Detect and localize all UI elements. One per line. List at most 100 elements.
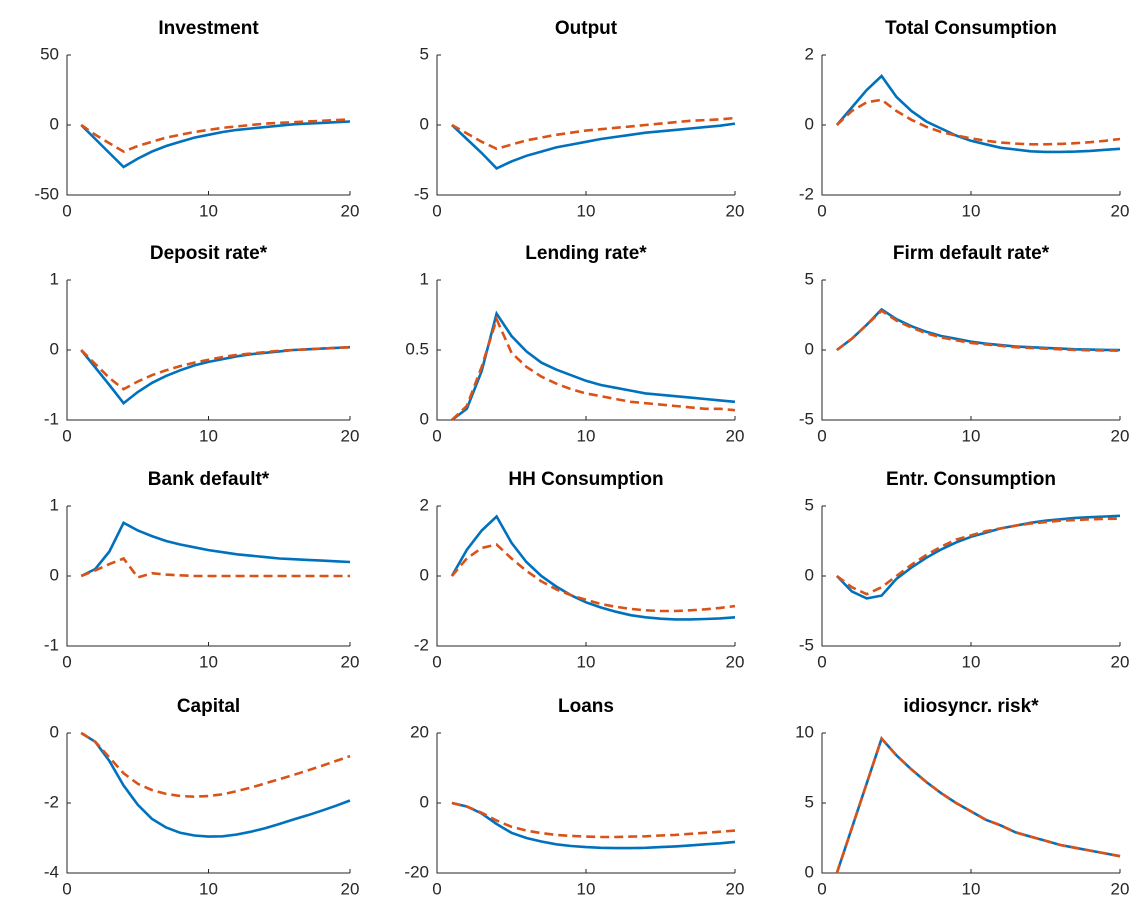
- x-tick-label: 20: [1111, 426, 1130, 445]
- y-tick-label: 0: [805, 565, 814, 584]
- series-line: [835, 736, 1121, 874]
- x-tick-label: 20: [726, 879, 745, 898]
- y-tick-label: 50: [40, 44, 59, 63]
- series-line: [836, 517, 1121, 596]
- chart-title: HH Consumption: [508, 469, 663, 490]
- chart-title: Loans: [558, 696, 614, 717]
- chart-title: Capital: [177, 696, 240, 717]
- x-tick-label: 20: [1111, 879, 1130, 898]
- axis-line: [821, 733, 1120, 874]
- y-tick-label: 20: [410, 722, 429, 741]
- series-line: [451, 116, 736, 151]
- x-tick-label: 10: [962, 879, 981, 898]
- x-tick-label: 0: [62, 426, 71, 445]
- y-tick-label: 0: [420, 409, 429, 428]
- y-tick-label: -2: [799, 184, 814, 203]
- x-tick-label: 20: [341, 426, 360, 445]
- y-tick-label: -2: [414, 635, 429, 654]
- series-line: [451, 315, 736, 421]
- x-tick-label: 0: [432, 426, 441, 445]
- x-tick-label: 20: [726, 652, 745, 671]
- x-tick-label: 20: [341, 879, 360, 898]
- series-line: [835, 736, 1121, 874]
- x-tick-label: 10: [577, 879, 596, 898]
- y-tick-label: 0: [805, 114, 814, 133]
- x-tick-label: 20: [1111, 652, 1130, 671]
- axis-line: [821, 506, 1120, 647]
- x-tick-label: 10: [962, 652, 981, 671]
- chart-title: Lending rate*: [525, 243, 647, 264]
- chart-title: Deposit rate*: [150, 243, 268, 264]
- series-line: [80, 521, 351, 578]
- y-tick-label: 5: [805, 495, 814, 514]
- axis-line: [66, 55, 350, 196]
- x-tick-label: 10: [577, 201, 596, 220]
- y-tick-label: -5: [799, 409, 814, 428]
- series-line: [451, 310, 736, 422]
- chart-title: Investment: [158, 18, 259, 39]
- chart-title: Firm default rate*: [893, 243, 1050, 264]
- y-tick-label: 1: [50, 495, 59, 514]
- y-tick-label: 0: [50, 565, 59, 584]
- chart-title: Total Consumption: [885, 18, 1057, 39]
- series-line: [451, 801, 736, 850]
- chart-title: Entr. Consumption: [886, 469, 1056, 490]
- axis-line: [66, 733, 350, 874]
- subplot: Capital -4 -2 0 0 10 20: [44, 696, 360, 898]
- x-tick-label: 0: [432, 652, 441, 671]
- x-tick-label: 0: [62, 879, 71, 898]
- x-tick-label: 0: [817, 201, 826, 220]
- y-tick-label: 0.5: [405, 339, 429, 358]
- y-tick-label: -20: [404, 862, 429, 881]
- x-tick-label: 0: [62, 201, 71, 220]
- y-tick-label: -1: [44, 635, 59, 654]
- axis-line: [821, 55, 1120, 196]
- series-line: [836, 307, 1121, 352]
- x-tick-label: 0: [62, 652, 71, 671]
- axis-line: [436, 506, 735, 647]
- y-tick-label: 0: [50, 339, 59, 358]
- axis-line: [436, 733, 735, 874]
- series-line: [835, 74, 1121, 154]
- y-tick-label: 10: [795, 722, 814, 741]
- series-line: [80, 118, 351, 154]
- y-tick-label: 0: [420, 792, 429, 811]
- x-tick-label: 20: [341, 652, 360, 671]
- series-line: [451, 801, 736, 839]
- x-tick-label: 20: [341, 201, 360, 220]
- y-tick-label: 0: [805, 862, 814, 881]
- axis-line: [436, 280, 735, 421]
- series-line: [835, 514, 1121, 600]
- series-line: [836, 309, 1121, 352]
- x-tick-label: 0: [817, 879, 826, 898]
- y-tick-label: -4: [44, 862, 59, 881]
- series-line: [80, 556, 350, 579]
- series-line: [450, 543, 736, 613]
- series-line: [451, 122, 736, 170]
- series-line: [80, 345, 351, 391]
- series-line: [836, 98, 1121, 146]
- series-line: [80, 120, 351, 169]
- x-tick-label: 10: [577, 652, 596, 671]
- y-tick-label: 5: [805, 792, 814, 811]
- x-tick-label: 0: [432, 201, 441, 220]
- y-tick-label: 1: [50, 269, 59, 288]
- x-tick-label: 20: [726, 426, 745, 445]
- y-tick-label: -2: [44, 792, 59, 811]
- y-tick-label: 0: [420, 565, 429, 584]
- x-tick-label: 10: [199, 201, 218, 220]
- y-tick-label: -5: [414, 184, 429, 203]
- y-tick-label: 0: [50, 114, 59, 133]
- x-tick-label: 10: [577, 426, 596, 445]
- y-tick-label: 0: [50, 722, 59, 741]
- x-tick-label: 10: [199, 652, 218, 671]
